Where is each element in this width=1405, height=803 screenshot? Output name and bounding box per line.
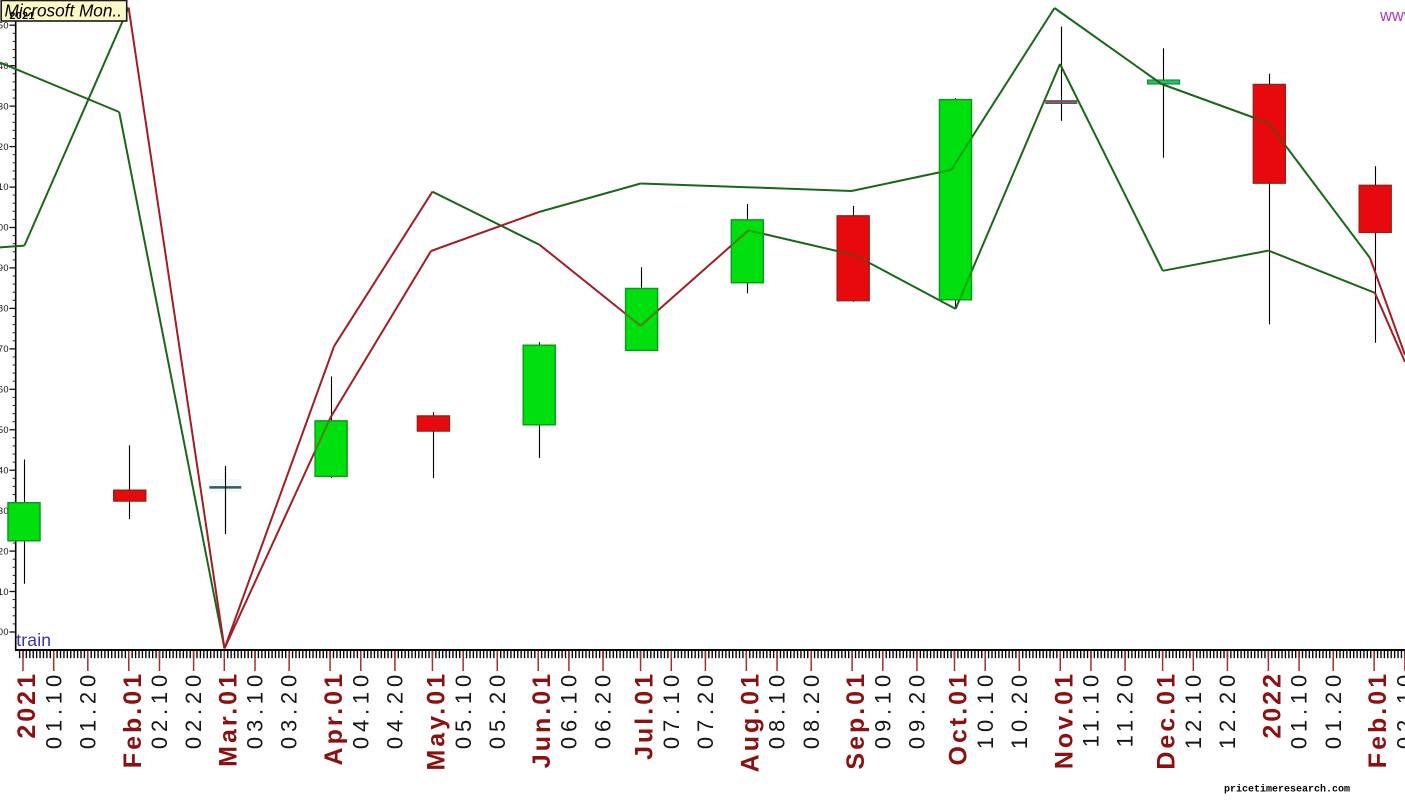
svg-text:Jun.01: Jun.01 [528, 671, 556, 768]
svg-text:Aug.01: Aug.01 [736, 671, 764, 772]
svg-text:330: 330 [0, 101, 9, 111]
svg-text:pricetimeresearch.com: pricetimeresearch.com [1224, 784, 1350, 796]
svg-text:200: 200 [0, 627, 9, 637]
svg-text:340: 340 [0, 61, 9, 71]
svg-text:Nov.01: Nov.01 [1050, 671, 1078, 769]
svg-text:2021: 2021 [10, 10, 35, 22]
svg-text:Jul.01: Jul.01 [631, 671, 659, 760]
svg-text:290: 290 [0, 263, 9, 273]
svg-text:12.10: 12.10 [1181, 670, 1206, 749]
svg-text:210: 210 [0, 587, 9, 597]
svg-text:350: 350 [0, 20, 9, 30]
svg-text:11.10: 11.10 [1079, 670, 1104, 747]
svg-text:05.10: 05.10 [451, 670, 476, 749]
svg-text:01.20: 01.20 [1321, 670, 1346, 749]
svg-text:10.10: 10.10 [973, 670, 998, 749]
svg-text:240: 240 [0, 465, 9, 475]
svg-text:270: 270 [0, 344, 9, 354]
svg-text:Microsoft Mon..: Microsoft Mon.. [5, 1, 122, 21]
svg-text:09.20: 09.20 [905, 670, 930, 749]
svg-text:12.20: 12.20 [1215, 670, 1240, 749]
svg-text:www.pricetimeresearch.com: www.pricetimeresearch.com [1379, 7, 1405, 25]
svg-text:04.10: 04.10 [348, 670, 373, 749]
svg-text:08.10: 08.10 [765, 670, 790, 749]
svg-text:04.20: 04.20 [383, 670, 408, 749]
svg-text:220: 220 [0, 546, 9, 556]
svg-text:Dec.01: Dec.01 [1153, 671, 1181, 770]
svg-text:May.01: May.01 [422, 671, 450, 771]
svg-text:07.10: 07.10 [659, 670, 684, 749]
svg-text:02.20: 02.20 [181, 670, 206, 749]
svg-text:310: 310 [0, 182, 9, 192]
svg-text:02.10: 02.10 [147, 670, 172, 749]
svg-text:Feb.01: Feb.01 [1364, 671, 1392, 768]
svg-text:10.20: 10.20 [1007, 670, 1032, 749]
svg-text:Sep.01: Sep.01 [842, 671, 870, 770]
svg-text:02.10: 02.10 [1392, 670, 1405, 749]
svg-text:08.20: 08.20 [799, 670, 824, 749]
svg-text:11.20: 11.20 [1113, 670, 1138, 747]
svg-text:01.10: 01.10 [1287, 670, 1312, 749]
svg-text:Feb.01: Feb.01 [119, 671, 147, 768]
svg-text:230: 230 [0, 506, 9, 516]
svg-text:Mar.01: Mar.01 [214, 671, 242, 767]
svg-text:09.10: 09.10 [870, 670, 895, 749]
svg-text:320: 320 [0, 142, 9, 152]
svg-text:01.20: 01.20 [75, 670, 100, 749]
svg-text:260: 260 [0, 385, 9, 395]
svg-text:05.20: 05.20 [485, 670, 510, 749]
svg-text:2021: 2021 [13, 671, 41, 739]
svg-text:train: train [16, 630, 51, 650]
svg-text:01.10: 01.10 [41, 670, 66, 749]
svg-text:300: 300 [0, 223, 9, 233]
svg-text:06.20: 06.20 [591, 670, 616, 749]
svg-text:280: 280 [0, 304, 9, 314]
svg-text:07.20: 07.20 [693, 670, 718, 749]
svg-text:03.20: 03.20 [277, 670, 302, 749]
svg-text:2022: 2022 [1258, 671, 1286, 739]
svg-text:Apr.01: Apr.01 [320, 671, 348, 765]
svg-text:250: 250 [0, 425, 9, 435]
svg-text:03.10: 03.10 [243, 670, 268, 749]
svg-text:06.10: 06.10 [557, 670, 582, 749]
svg-text:Oct.01: Oct.01 [944, 671, 972, 765]
